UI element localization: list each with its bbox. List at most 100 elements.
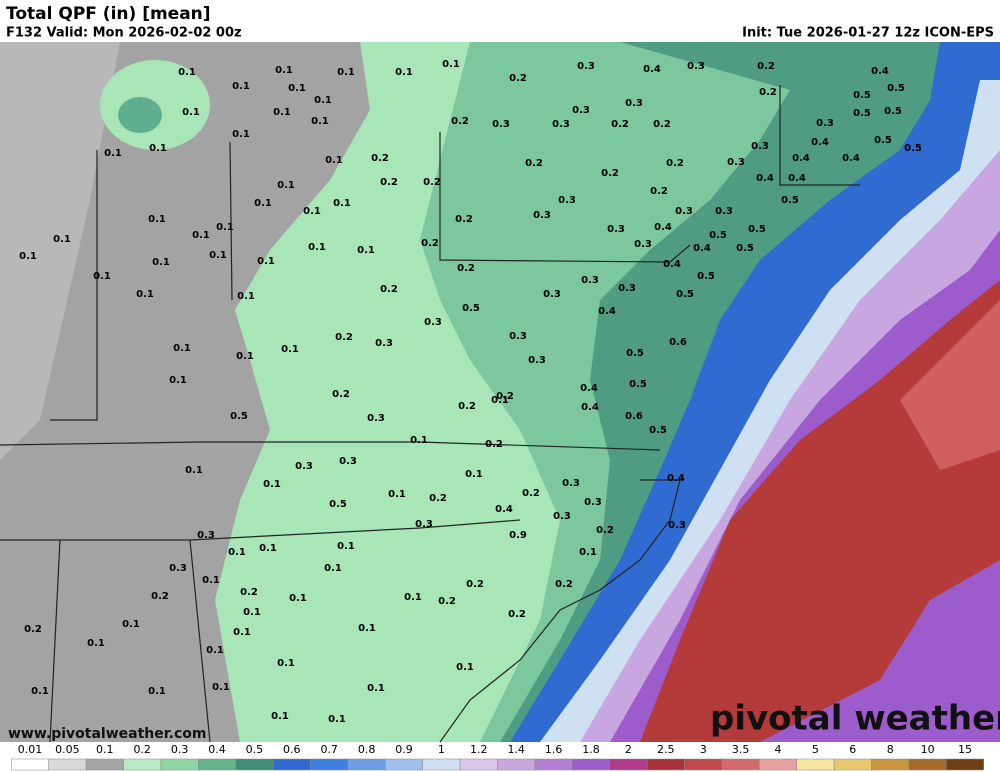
precip-label: 0.1 [19,251,37,262]
precip-label: 0.1 [148,214,166,225]
state-border [0,441,661,451]
precip-label: 0.1 [263,479,281,490]
colorbar-label: 8 [887,743,894,756]
precip-label: 0.5 [626,348,644,359]
colorbar-label: 0.8 [358,743,376,756]
precip-label: 0.4 [842,153,860,164]
precip-label: 0.1 [173,343,191,354]
precip-label: 0.1 [275,65,293,76]
precip-label: 0.1 [149,143,167,154]
precip-label: 0.2 [455,214,473,225]
precip-label: 0.5 [462,303,480,314]
precip-label: 0.3 [553,511,571,522]
precip-label: 0.1 [259,543,277,554]
precip-label: 0.1 [209,250,227,261]
precip-label: 0.1 [53,234,71,245]
precip-label: 0.1 [357,245,375,256]
state-border [0,519,521,541]
colorbar-label: 1.6 [545,743,563,756]
precip-label: 0.1 [311,116,329,127]
precip-label: 0.1 [442,59,460,70]
precip-label: 0.6 [669,337,687,348]
precip-label: 0.4 [580,383,598,394]
colorbar-label: 5 [812,743,819,756]
precip-label: 0.1 [288,83,306,94]
precip-label: 0.3 [533,210,551,221]
precip-label: 0.1 [465,469,483,480]
precip-label: 0.1 [243,607,261,618]
colorbar-label: 0.6 [283,743,301,756]
precip-label: 0.1 [254,198,272,209]
precip-label: 0.1 [303,206,321,217]
precip-label: 0.3 [528,355,546,366]
precip-label: 0.3 [584,497,602,508]
precip-label: 0.3 [634,239,652,250]
precip-label: 0.2 [596,525,614,536]
precip-label: 0.1 [367,683,385,694]
precip-label: 0.1 [579,547,597,558]
precip-label: 0.5 [874,135,892,146]
precip-label: 0.2 [650,186,668,197]
precip-label: 0.1 [388,489,406,500]
precip-label: 0.5 [629,379,647,390]
precip-label: 0.4 [788,173,806,184]
precip-label: 0.3 [577,61,595,72]
precip-label: 0.1 [358,623,376,634]
precip-label: 0.1 [308,242,326,253]
precip-label: 0.6 [625,411,643,422]
precip-label: 0.2 [509,73,527,84]
precip-label: 0.1 [228,547,246,558]
colorbar-swatch [796,758,835,771]
precip-label: 0.2 [371,153,389,164]
precip-label: 0.5 [649,425,667,436]
precip-label: 0.3 [367,413,385,424]
colorbar-label: 1.2 [470,743,488,756]
precip-label: 0.1 [271,711,289,722]
precip-label: 0.2 [611,119,629,130]
precip-label: 0.4 [663,259,681,270]
precip-label: 0.5 [884,106,902,117]
colorbar-label: 2.5 [657,743,675,756]
colorbar-label: 0.5 [246,743,264,756]
precip-label: 0.2 [438,596,456,607]
colorbar-swatch [721,758,760,771]
precip-label: 0.3 [295,461,313,472]
light-red-area [900,300,1000,470]
colorbar-label: 1 [438,743,445,756]
colorbar-swatch [497,758,536,771]
state-border [439,132,691,263]
precip-label: 0.1 [232,129,250,140]
colorbar-label: 1.8 [582,743,600,756]
precip-label: 0.2 [496,391,514,402]
precip-label: 0.1 [169,375,187,386]
precip-label: 0.2 [380,284,398,295]
precip-label: 0.1 [122,619,140,630]
precip-label: 0.1 [289,593,307,604]
precip-label: 0.2 [24,624,42,635]
valid-time: F132 Valid: Mon 2026-02-02 00z [6,26,242,41]
precip-label: 0.2 [423,177,441,188]
precip-label: 0.1 [104,148,122,159]
colorbar-label: 15 [958,743,972,756]
precip-label: 0.4 [654,222,672,233]
map-labels: 0.10.10.10.10.1 0.10.10.20.3 0.4 0.3 0.2 0.40… [19,59,922,725]
precip-label: 0.1 [314,95,332,106]
colorbar-swatch [310,758,349,771]
precip-label: 0.1 [324,563,342,574]
precip-label: 0.1 [404,592,422,603]
precip-label: 0.5 [853,90,871,101]
colorbar-label: 0.3 [171,743,189,756]
precip-label: 0.5 [853,108,871,119]
precip-label: 0.5 [230,411,248,422]
precip-label: 0.4 [693,243,711,254]
colorbar-swatch [385,758,423,771]
title: Total QPF (in) [mean] [6,4,211,24]
precip-label: 0.1 [216,222,234,233]
precip-label: 0.1 [136,289,154,300]
colorbar-swatch [48,758,87,771]
precip-label: 0.4 [581,402,599,413]
precip-label: 0.5 [748,224,766,235]
colorbar-label: 0.2 [133,743,151,756]
precip-label: 0.4 [598,306,616,317]
